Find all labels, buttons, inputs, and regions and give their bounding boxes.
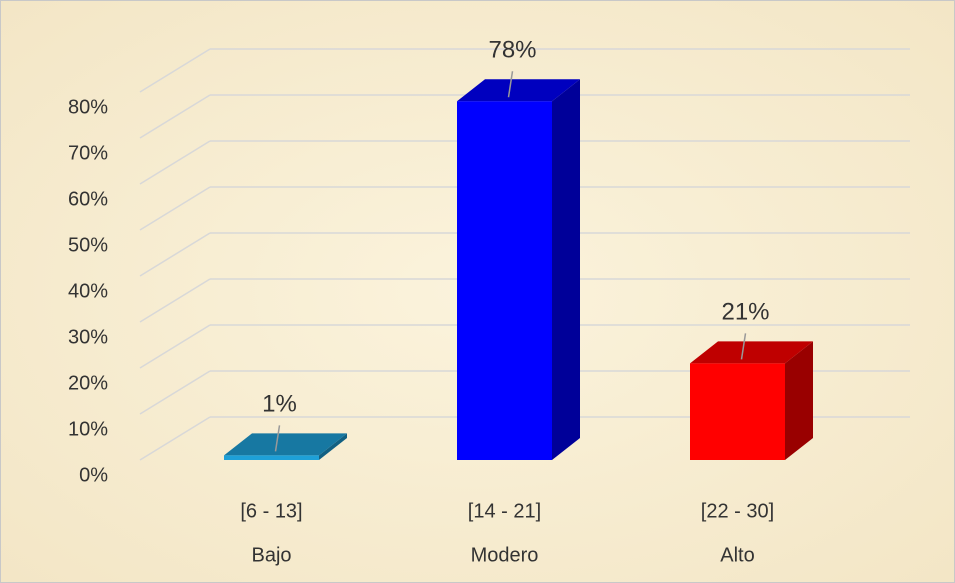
- bar-side: [785, 341, 813, 460]
- grid-line: [139, 48, 211, 93]
- data-label: 21%: [721, 299, 769, 326]
- leader-line: [274, 425, 281, 452]
- leader-line: [507, 71, 514, 98]
- grid-line: [139, 232, 211, 277]
- x-tick-label: [6 - 13]: [240, 500, 302, 522]
- bar-side: [552, 79, 580, 460]
- bar-top: [690, 341, 813, 364]
- bar: [224, 455, 319, 460]
- bar: [457, 101, 552, 460]
- bar-side: [319, 433, 347, 460]
- grid-line: [139, 416, 211, 461]
- y-tick-label: 30%: [68, 326, 108, 348]
- grid-line: [139, 370, 211, 415]
- x-tick-label: Alto: [720, 544, 754, 566]
- data-label: 1%: [262, 391, 297, 418]
- x-tick-label: [22 - 30]: [701, 500, 774, 522]
- y-tick-label: 0%: [79, 464, 108, 486]
- y-tick-label: 50%: [68, 234, 108, 256]
- x-tick-label: [14 - 21]: [468, 500, 541, 522]
- y-tick-label: 20%: [68, 372, 108, 394]
- x-tick-label: Bajo: [251, 544, 291, 566]
- y-tick-label: 60%: [68, 188, 108, 210]
- bar: [690, 363, 785, 460]
- y-tick-label: 70%: [68, 142, 108, 164]
- y-tick-label: 40%: [68, 280, 108, 302]
- leader-line: [740, 333, 747, 360]
- grid-line: [139, 186, 211, 231]
- x-tick-label: Modero: [471, 544, 539, 566]
- y-tick-label: 10%: [68, 418, 108, 440]
- grid-line: [139, 140, 211, 185]
- grid-line: [139, 324, 211, 369]
- grid-line: [139, 94, 211, 139]
- grid-line: [139, 278, 211, 323]
- y-tick-label: 80%: [68, 96, 108, 118]
- data-label: 78%: [488, 37, 536, 64]
- bar-top: [457, 79, 580, 102]
- bar-top: [224, 433, 347, 456]
